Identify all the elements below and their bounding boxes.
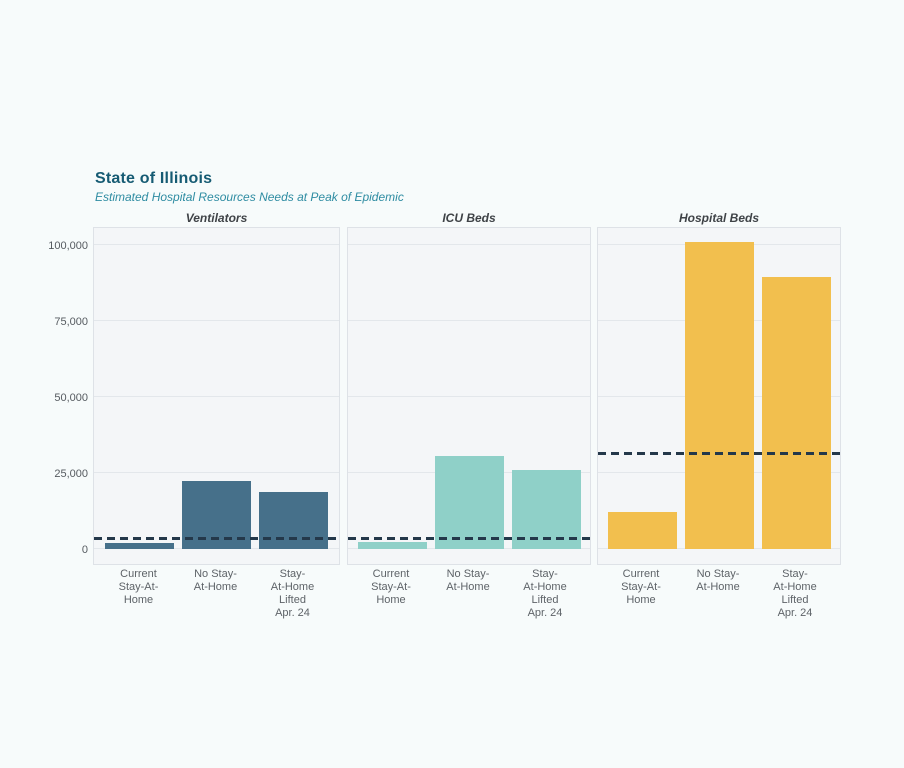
y-axis-tick-label: 75,000 [54,316,88,328]
capacity-line [348,536,590,540]
x-axis-label: Stay- At-Home Lifted Apr. 24 [523,568,567,619]
gridline [94,320,339,321]
x-axis-label: Stay- At-Home Lifted Apr. 24 [270,568,315,619]
chart-subtitle: Estimated Hospital Resources Needs at Pe… [95,190,404,204]
ventilators-plot-area [93,227,340,565]
gridline [348,244,590,245]
y-axis: 0 25,000 50,000 75,000 100,000 [0,227,88,565]
icu-beds-plot-area [347,227,591,565]
gridline [348,320,590,321]
x-axis-label: Current Stay-At- Home [621,568,661,606]
gridline [94,396,339,397]
x-axis-label: No Stay- At-Home [446,568,490,593]
y-axis-tick-label: 0 [81,544,88,556]
bar [511,469,581,549]
bar [259,491,328,549]
y-axis-tick-label: 50,000 [54,392,88,404]
bar [684,241,754,549]
capacity-line [94,536,339,540]
bar [761,276,831,549]
bar [105,542,174,549]
x-axis-label: Stay- At-Home Lifted Apr. 24 [773,568,817,619]
panel-title-ventilators: Ventilators [185,211,248,225]
capacity-line [598,451,840,455]
y-axis-tick-label: 100,000 [48,240,88,252]
x-axis-label: Current Stay-At- Home [371,568,411,606]
panel-hospital-beds: Hospital Beds Current Stay-At- Home No Stay… [597,211,841,631]
panel-icu-beds: ICU Beds Current Stay-At- Home No Stay- At-H… [347,211,591,631]
bar [434,455,504,549]
chart-title: State of Illinois [95,170,213,187]
gridline [94,472,339,473]
y-axis-tick-label: 25,000 [54,468,88,480]
panel-title-icu-beds: ICU Beds [442,211,496,225]
gridline [94,244,339,245]
x-axis-label: Current Stay-At- Home [118,568,159,606]
bar [607,512,677,549]
x-axis-label: No Stay- At-Home [193,568,238,593]
gridline [348,396,590,397]
x-axis-label: No Stay- At-Home [696,568,740,593]
hospital-beds-plot-area [597,227,841,565]
panel-ventilators: Ventilators Current Stay-At- Home No Stay- A… [93,211,340,631]
panel-title-hospital-beds: Hospital Beds [678,211,759,225]
bar [357,542,427,549]
